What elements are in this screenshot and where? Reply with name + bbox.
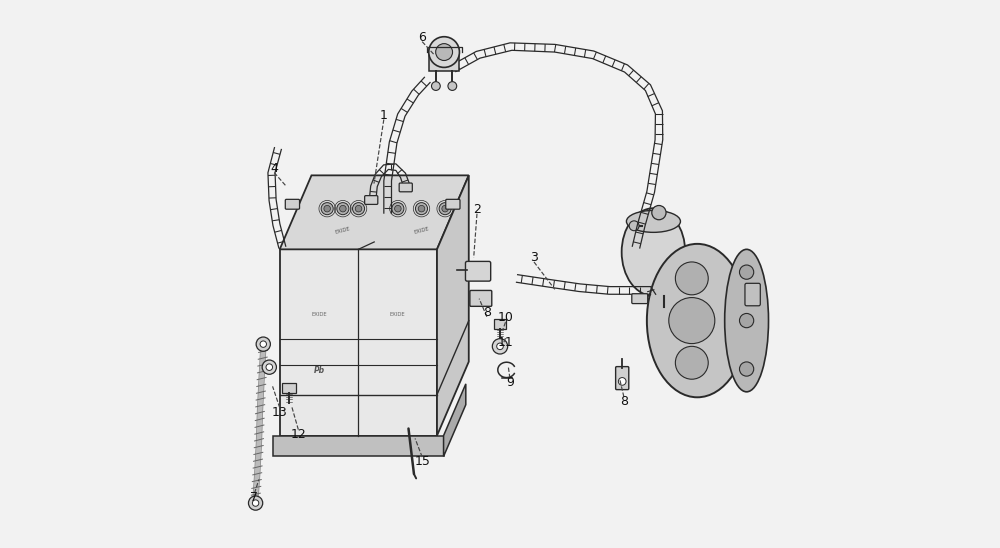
Polygon shape <box>273 436 444 456</box>
Circle shape <box>324 206 330 212</box>
Circle shape <box>429 37 459 67</box>
Circle shape <box>353 203 365 215</box>
Text: EXIDE: EXIDE <box>311 312 327 317</box>
Text: 1: 1 <box>380 109 388 122</box>
Text: 2: 2 <box>473 203 481 216</box>
Polygon shape <box>280 175 469 249</box>
Circle shape <box>439 203 451 215</box>
Text: 9: 9 <box>506 376 514 389</box>
Circle shape <box>418 206 425 212</box>
Circle shape <box>497 343 503 350</box>
Circle shape <box>739 362 754 376</box>
Text: 11: 11 <box>498 336 513 349</box>
Circle shape <box>432 82 440 90</box>
Circle shape <box>618 378 626 385</box>
Text: 6: 6 <box>418 31 426 44</box>
FancyBboxPatch shape <box>745 283 760 306</box>
Ellipse shape <box>622 208 685 296</box>
Circle shape <box>260 341 266 347</box>
Text: 7: 7 <box>250 491 258 504</box>
Polygon shape <box>280 249 437 436</box>
FancyBboxPatch shape <box>632 294 648 304</box>
Circle shape <box>669 298 715 344</box>
Circle shape <box>442 206 448 212</box>
Text: 3: 3 <box>530 251 538 264</box>
Circle shape <box>395 206 401 212</box>
FancyBboxPatch shape <box>465 261 491 281</box>
Circle shape <box>415 203 428 215</box>
Circle shape <box>675 262 708 295</box>
Ellipse shape <box>647 244 748 397</box>
Circle shape <box>739 313 754 328</box>
Circle shape <box>248 496 263 510</box>
Circle shape <box>340 206 346 212</box>
FancyBboxPatch shape <box>494 319 506 329</box>
Text: 10: 10 <box>498 311 513 324</box>
FancyBboxPatch shape <box>365 196 378 204</box>
FancyBboxPatch shape <box>429 49 459 71</box>
FancyBboxPatch shape <box>470 290 492 306</box>
Circle shape <box>436 44 453 60</box>
Circle shape <box>262 360 276 374</box>
Ellipse shape <box>725 249 769 392</box>
FancyBboxPatch shape <box>282 383 296 393</box>
Text: 8: 8 <box>483 306 491 319</box>
Circle shape <box>629 221 639 231</box>
Circle shape <box>739 265 754 279</box>
Text: 8: 8 <box>620 395 628 408</box>
Circle shape <box>266 364 273 370</box>
Polygon shape <box>444 384 466 456</box>
Text: EXIDE: EXIDE <box>413 226 430 235</box>
Text: 4: 4 <box>270 162 278 175</box>
Circle shape <box>492 339 508 354</box>
FancyBboxPatch shape <box>285 199 300 209</box>
Circle shape <box>652 206 666 220</box>
FancyBboxPatch shape <box>446 199 460 209</box>
Polygon shape <box>437 175 469 436</box>
Text: 13: 13 <box>272 406 288 419</box>
Circle shape <box>321 203 333 215</box>
Ellipse shape <box>626 210 680 232</box>
Circle shape <box>392 203 404 215</box>
Text: 15: 15 <box>414 455 430 468</box>
Circle shape <box>355 206 362 212</box>
Text: EXIDE: EXIDE <box>335 226 351 235</box>
Circle shape <box>448 82 457 90</box>
Circle shape <box>337 203 349 215</box>
Text: Pb: Pb <box>313 366 325 375</box>
FancyBboxPatch shape <box>616 367 629 390</box>
Circle shape <box>252 500 259 506</box>
Text: EXIDE: EXIDE <box>390 312 405 317</box>
Circle shape <box>256 337 270 351</box>
Circle shape <box>675 346 708 379</box>
FancyBboxPatch shape <box>399 183 412 192</box>
Text: 12: 12 <box>290 427 306 441</box>
